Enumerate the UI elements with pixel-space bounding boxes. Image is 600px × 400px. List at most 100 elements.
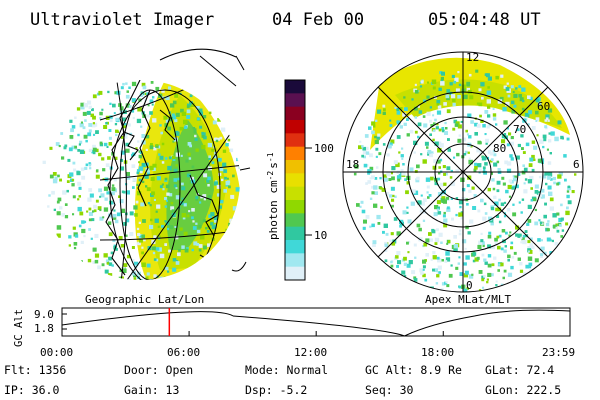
emission-pixel	[463, 153, 467, 156]
emission-pixel	[492, 187, 496, 191]
emission-pixel	[91, 108, 94, 112]
emission-pixel	[141, 251, 144, 255]
colorbar-segment	[285, 106, 305, 121]
emission-pixel	[453, 235, 457, 239]
emission-pixel	[472, 252, 477, 256]
emission-pixel	[368, 126, 372, 130]
emission-pixel	[512, 177, 517, 182]
emission-pixel	[173, 137, 178, 142]
emission-pixel	[394, 195, 397, 198]
emission-pixel	[466, 87, 470, 92]
emission-pixel	[414, 106, 418, 111]
emission-pixel	[557, 120, 562, 125]
emission-pixel	[396, 265, 399, 268]
colorbar-segment	[285, 240, 305, 254]
status-dsp: Dsp: -5.2	[245, 383, 307, 397]
emission-pixel	[390, 264, 394, 268]
emission-pixel	[393, 217, 398, 221]
emission-pixel	[206, 230, 210, 233]
mlt-label-0: 0	[466, 279, 473, 292]
emission-pixel	[103, 125, 108, 129]
emission-pixel	[490, 158, 494, 162]
emission-pixel	[77, 181, 82, 186]
emission-pixel	[207, 176, 211, 181]
emission-pixel	[427, 196, 430, 199]
emission-pixel	[429, 133, 432, 136]
emission-pixel	[439, 158, 443, 162]
emission-pixel	[407, 240, 411, 244]
emission-pixel	[458, 256, 461, 259]
emission-pixel	[171, 155, 176, 160]
emission-pixel	[99, 117, 102, 120]
emission-pixel	[108, 136, 112, 140]
emission-pixel	[487, 244, 492, 249]
emission-pixel	[374, 135, 377, 139]
emission-pixel	[436, 256, 440, 260]
emission-pixel	[425, 253, 429, 257]
emission-pixel	[160, 131, 163, 135]
emission-pixel	[144, 174, 149, 179]
emission-pixel	[549, 206, 554, 211]
emission-pixel	[375, 155, 378, 158]
emission-pixel	[166, 199, 168, 202]
emission-pixel	[83, 234, 86, 238]
emission-pixel	[364, 134, 369, 138]
emission-pixel	[466, 81, 471, 86]
emission-pixel	[172, 267, 177, 272]
emission-pixel	[445, 251, 450, 256]
emission-pixel	[68, 244, 71, 247]
emission-pixel	[372, 243, 376, 247]
emission-pixel	[149, 165, 154, 171]
emission-pixel	[152, 167, 156, 171]
emission-pixel	[131, 259, 135, 262]
emission-pixel	[438, 271, 441, 274]
emission-pixel	[427, 81, 430, 84]
emission-pixel	[432, 122, 436, 126]
emission-pixel	[155, 247, 160, 251]
emission-pixel	[168, 249, 172, 253]
emission-pixel	[545, 222, 550, 227]
emission-pixel	[122, 117, 127, 122]
emission-pixel	[173, 184, 177, 188]
emission-pixel	[191, 177, 194, 180]
emission-pixel	[125, 218, 130, 223]
emission-pixel	[90, 113, 94, 118]
emission-pixel	[497, 245, 501, 250]
emission-pixel	[81, 175, 86, 180]
emission-pixel	[92, 144, 96, 149]
emission-pixel	[492, 117, 497, 121]
emission-pixel	[438, 166, 441, 169]
emission-pixel	[114, 91, 118, 95]
emission-pixel	[531, 140, 536, 144]
emission-pixel	[141, 262, 146, 267]
emission-pixel	[177, 177, 180, 181]
emission-pixel	[455, 169, 460, 173]
emission-pixel	[179, 126, 184, 131]
emission-pixel	[133, 277, 137, 280]
emission-pixel	[186, 115, 191, 119]
emission-pixel	[214, 151, 217, 154]
emission-pixel	[478, 102, 483, 107]
emission-pixel	[529, 96, 533, 101]
emission-pixel	[149, 145, 154, 150]
emission-pixel	[481, 278, 485, 282]
emission-pixel	[414, 83, 417, 86]
emission-pixel	[441, 129, 445, 133]
emission-pixel	[505, 231, 508, 235]
emission-pixel	[48, 194, 51, 197]
emission-pixel	[477, 163, 482, 168]
emission-pixel	[87, 197, 92, 202]
emission-pixel	[390, 139, 395, 144]
emission-pixel	[503, 215, 507, 218]
emission-pixel	[434, 141, 439, 146]
emission-pixel	[486, 99, 491, 104]
emission-pixel	[500, 74, 504, 78]
emission-pixel	[455, 88, 460, 93]
emission-pixel	[221, 127, 226, 132]
emission-pixel	[107, 156, 111, 160]
emission-pixel	[375, 166, 379, 169]
emission-pixel	[457, 71, 460, 74]
emission-pixel	[80, 102, 85, 107]
emission-pixel	[69, 119, 73, 123]
emission-pixel	[457, 138, 462, 143]
